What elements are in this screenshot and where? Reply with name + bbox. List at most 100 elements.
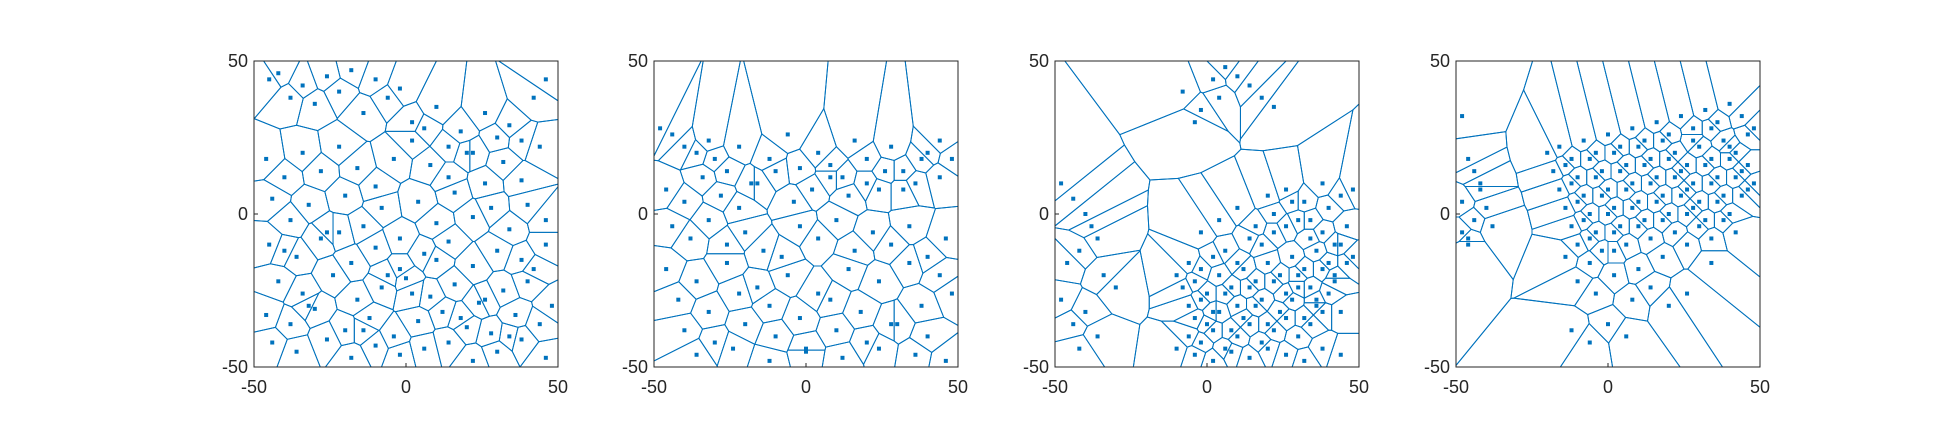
data-point xyxy=(1320,181,1325,186)
data-point xyxy=(1697,144,1702,149)
data-point xyxy=(1223,248,1228,253)
data-point xyxy=(864,340,869,345)
data-point xyxy=(428,294,433,299)
data-point xyxy=(361,224,366,229)
data-point xyxy=(1059,297,1064,302)
data-point xyxy=(1624,187,1629,192)
data-point xyxy=(470,264,475,269)
data-point xyxy=(501,288,506,293)
data-point xyxy=(1083,212,1088,216)
data-point xyxy=(1332,273,1337,278)
data-point xyxy=(1065,260,1070,265)
data-point xyxy=(1697,199,1702,204)
data-point xyxy=(840,175,845,180)
data-point xyxy=(919,303,924,308)
data-point xyxy=(1648,156,1653,161)
data-point xyxy=(682,144,687,149)
data-point xyxy=(1338,242,1343,247)
data-point xyxy=(1320,230,1325,235)
voronoi-cell xyxy=(1180,345,1207,367)
data-point xyxy=(755,181,760,186)
data-point xyxy=(1618,224,1623,229)
data-point xyxy=(1247,322,1252,327)
data-point xyxy=(767,156,772,161)
voronoi-cell xyxy=(473,279,501,317)
voronoi-edges xyxy=(254,61,558,367)
data-point xyxy=(1587,260,1592,265)
data-point xyxy=(724,169,729,174)
voronoi-cell xyxy=(1668,268,1760,367)
voronoi-cell xyxy=(1701,118,1722,142)
data-point xyxy=(343,328,348,333)
data-point xyxy=(519,337,524,342)
data-point xyxy=(816,236,821,241)
data-point xyxy=(1575,175,1580,180)
data-point xyxy=(446,340,451,345)
data-point xyxy=(452,190,457,195)
data-point xyxy=(1654,120,1659,125)
data-point xyxy=(1296,273,1301,278)
data-point xyxy=(1211,254,1216,259)
data-point xyxy=(1593,291,1598,296)
data-point xyxy=(1326,205,1331,210)
data-point xyxy=(422,126,427,131)
data-point xyxy=(1290,297,1295,302)
data-point xyxy=(397,267,402,272)
data-point xyxy=(1563,163,1568,168)
data-point xyxy=(1739,193,1744,198)
data-point xyxy=(379,205,384,210)
data-point xyxy=(907,260,912,265)
data-point xyxy=(1241,267,1246,272)
data-point xyxy=(852,248,857,253)
data-point xyxy=(1180,285,1185,290)
data-point xyxy=(804,349,808,354)
data-point xyxy=(288,322,293,327)
data-point xyxy=(913,181,918,186)
data-point xyxy=(1308,236,1313,241)
data-point xyxy=(1551,169,1556,174)
data-point xyxy=(1271,104,1276,109)
voronoi-panel-2: -50 0 50 -50 0 50 xyxy=(622,51,968,397)
y-tick-label: 0 xyxy=(638,204,648,224)
data-point xyxy=(391,334,396,339)
data-point xyxy=(337,144,342,149)
data-point xyxy=(446,239,451,244)
data-point xyxy=(1247,236,1252,241)
data-point xyxy=(1308,322,1313,327)
y-tick-label: 0 xyxy=(1039,204,1049,224)
x-tick-label: 0 xyxy=(1603,377,1613,397)
data-point xyxy=(1599,248,1604,253)
data-points xyxy=(1059,65,1355,363)
data-point xyxy=(1587,212,1592,216)
data-point xyxy=(1733,175,1738,180)
data-point xyxy=(1198,340,1203,345)
data-point xyxy=(525,202,530,207)
data-point xyxy=(1606,187,1610,192)
data-point xyxy=(1569,328,1574,333)
data-point xyxy=(1715,175,1720,180)
voronoi-cell xyxy=(1456,216,1472,244)
data-point xyxy=(1338,352,1343,357)
data-point xyxy=(1302,358,1307,363)
voronoi-cell xyxy=(1202,84,1241,145)
data-point xyxy=(1575,242,1580,247)
x-tick-label: -50 xyxy=(1042,377,1068,397)
data-point xyxy=(1259,297,1264,302)
data-point xyxy=(883,169,888,174)
voronoi-panel-1: -50 0 50 -50 0 50 xyxy=(222,51,568,397)
data-point xyxy=(718,193,723,198)
data-point xyxy=(949,291,954,296)
data-point xyxy=(840,355,845,360)
data-point xyxy=(349,260,354,265)
data-point xyxy=(1271,212,1276,216)
data-point xyxy=(1460,199,1465,204)
voronoi-edges xyxy=(1055,61,1359,367)
data-point xyxy=(1089,224,1094,229)
data-point xyxy=(440,309,445,314)
data-point xyxy=(1277,273,1282,278)
data-point xyxy=(1685,187,1690,192)
data-point xyxy=(525,279,530,284)
data-point xyxy=(1259,242,1264,247)
data-point xyxy=(1624,334,1629,339)
data-point xyxy=(1672,175,1677,180)
